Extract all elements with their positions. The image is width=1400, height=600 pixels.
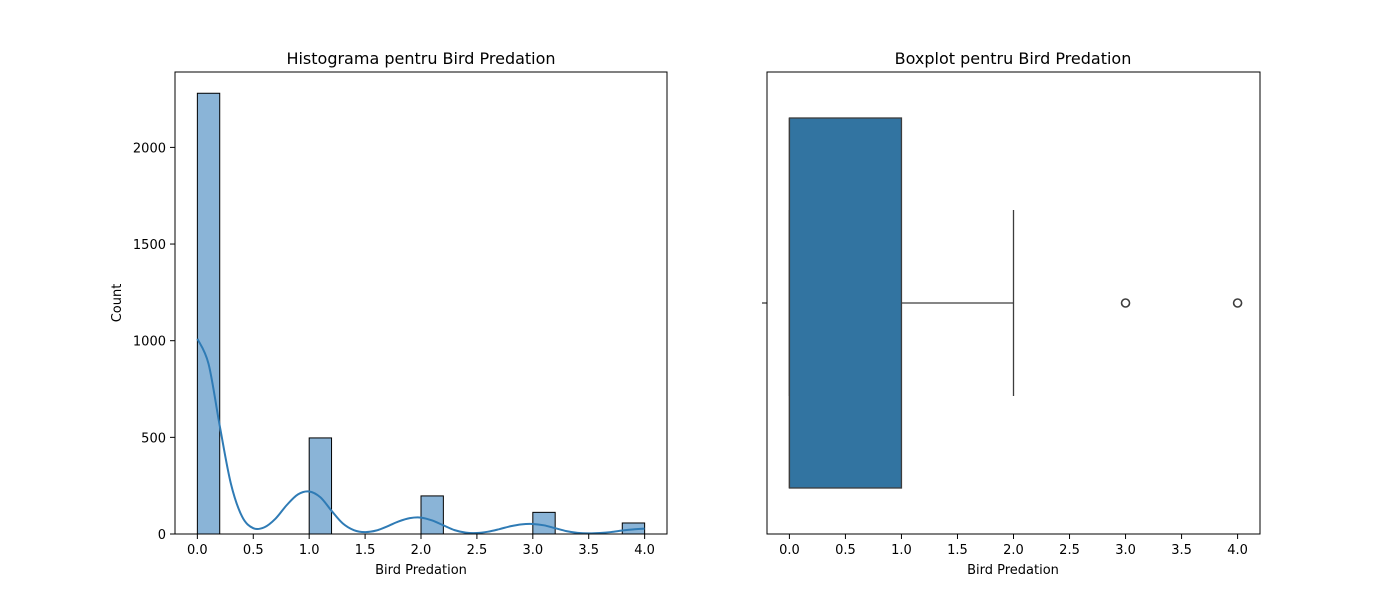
histogram-title: Histograma pentru Bird Predation [286, 49, 555, 68]
histogram-x-tick-label: 2.5 [467, 543, 488, 558]
histogram-x-tick-label: 0.0 [187, 543, 208, 558]
histogram-y-tick-label: 2000 [133, 141, 166, 156]
boxplot-x-tick-label: 1.0 [891, 543, 912, 558]
histogram-y-tick-label: 500 [141, 431, 166, 446]
boxplot-x-axis: 0.0 0.5 1.0 1.5 2.0 2.5 3.0 3.5 4.0 [779, 534, 1248, 558]
histogram-x-tick-label: 1.0 [299, 543, 320, 558]
boxplot-x-tick-label: 0.5 [835, 543, 856, 558]
histogram-y-axis: 0 500 1000 1500 2000 [133, 141, 175, 543]
histogram-x-tick-label: 3.0 [522, 543, 543, 558]
boxplot-x-tick-label: 1.5 [947, 543, 968, 558]
boxplot-outlier [1120, 298, 1131, 308]
histogram-bar-0 [196, 92, 221, 535]
histogram-x-tick-label: 1.5 [355, 543, 376, 558]
boxplot-plot-area [788, 117, 1243, 489]
boxplot-x-tick-label: 3.5 [1171, 543, 1192, 558]
boxplot-x-tick-label: 2.0 [1003, 543, 1024, 558]
histogram-kde-line [196, 338, 645, 535]
histogram-y-tick-label: 1500 [133, 238, 166, 253]
histogram-bar-2 [420, 495, 444, 535]
histogram-x-tick-label: 2.0 [411, 543, 432, 558]
histogram-x-label: Bird Predation [375, 563, 467, 578]
histogram-x-tick-label: 4.0 [634, 543, 655, 558]
boxplot-x-tick-label: 0.0 [779, 543, 800, 558]
boxplot-x-label: Bird Predation [967, 563, 1059, 578]
histogram-x-tick-label: 0.5 [243, 543, 264, 558]
histogram-y-label: Count [110, 284, 125, 323]
histogram-x-axis: 0.0 0.5 1.0 1.5 2.0 2.5 3.0 3.5 4.0 [187, 534, 655, 558]
boxplot-x-tick-label: 3.0 [1115, 543, 1136, 558]
boxplot-box [788, 117, 903, 489]
boxplot-outlier [1232, 298, 1243, 308]
histogram-x-tick-label: 3.5 [578, 543, 599, 558]
boxplot-x-tick-label: 4.0 [1227, 543, 1248, 558]
histogram-y-tick-label: 1000 [133, 335, 166, 350]
boxplot-panel: Boxplot pentru Bird Predation 0.0 0.5 1.0 1… [762, 49, 1261, 578]
histogram-bar-1 [308, 437, 333, 535]
boxplot-x-tick-label: 2.5 [1059, 543, 1080, 558]
histogram-panel: Histograma pentru Bird Predation 0.0 0.5 1… [110, 49, 668, 578]
boxplot-title: Boxplot pentru Bird Predation [895, 49, 1132, 68]
histogram-y-tick-label: 0 [158, 528, 166, 543]
histogram-plot-area [196, 92, 646, 535]
